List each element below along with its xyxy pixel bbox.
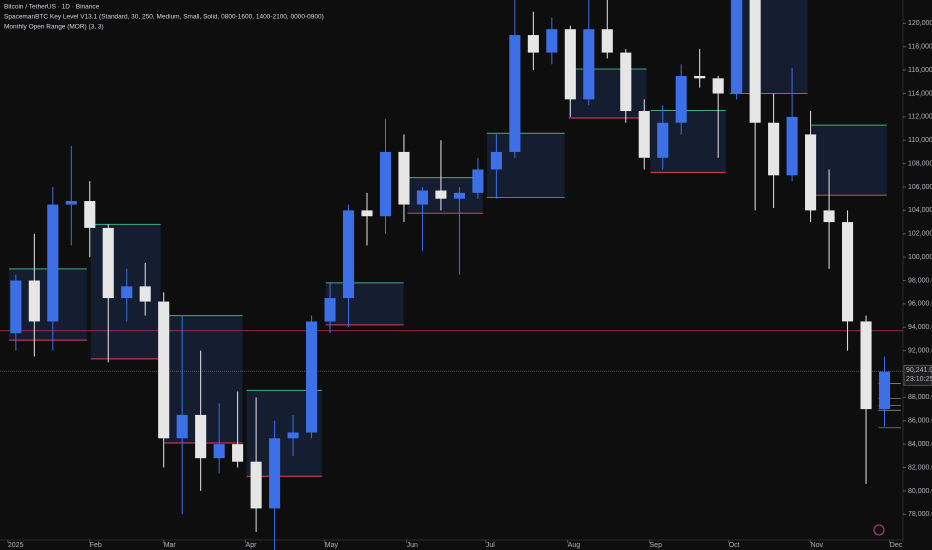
candle-body — [712, 78, 724, 94]
x-tick-label: Aug — [568, 542, 581, 549]
x-tick-label: 2025 — [8, 542, 24, 549]
candle-body — [232, 444, 244, 462]
y-tick-label: 98,000.00 — [908, 277, 932, 284]
y-tick-label: 118,000.00 — [908, 44, 932, 51]
range-box — [568, 68, 647, 119]
candle-body — [860, 321, 872, 410]
plot — [0, 0, 903, 550]
candle-body — [878, 371, 891, 410]
y-tick-label: 94,000.00 — [908, 324, 932, 331]
candle-body — [10, 280, 22, 334]
last-price-label: 90,241.01 — [906, 367, 932, 374]
candle-body — [842, 222, 854, 322]
y-tick-label: 120,000.00 — [908, 20, 932, 27]
range-box — [811, 125, 887, 196]
candle-body — [749, 0, 761, 123]
candle-body — [84, 201, 96, 228]
x-tick-label: Mar — [164, 542, 177, 549]
candle-body — [342, 210, 355, 299]
candle-body — [527, 35, 539, 53]
candle-body — [416, 190, 429, 205]
candle-body — [786, 116, 798, 176]
candle-body — [102, 227, 114, 299]
logo — [873, 524, 885, 536]
candle-body — [121, 286, 133, 299]
candle-body — [398, 151, 410, 205]
candle-body — [158, 301, 170, 439]
candle-body — [620, 52, 632, 112]
candle-body — [657, 122, 669, 158]
candle-body — [306, 321, 318, 433]
y-tick-label: 110,000.00 — [908, 137, 932, 144]
candle-body — [768, 122, 780, 176]
range-box — [325, 282, 404, 325]
y-tick-label: 88,000.00 — [908, 394, 932, 401]
indicator-label: SpacemanBTC Key Level V13.1 (Standard, 3… — [4, 14, 324, 21]
candle-body — [472, 169, 484, 193]
candle-body — [638, 111, 650, 158]
x-tick-label: Oct — [729, 542, 740, 549]
candle-body — [546, 29, 558, 53]
y-tick-label: 106,000.00 — [908, 184, 932, 191]
candle-body — [675, 75, 687, 123]
y-tick-label: 102,000.00 — [908, 231, 932, 238]
candle-body — [583, 29, 595, 100]
y-tick-label: 92,000.00 — [908, 347, 932, 354]
candle-body — [195, 414, 207, 459]
candle-body — [564, 29, 576, 100]
y-tick-label: 86,000.00 — [908, 418, 932, 425]
candle-body — [435, 190, 447, 199]
candle-body — [324, 298, 336, 322]
x-tick-label: Sep — [650, 542, 663, 549]
x-tick-label: Jul — [486, 542, 495, 549]
range-box — [729, 0, 808, 94]
x-tick-label: Jun — [407, 542, 418, 549]
x-tick-label: Feb — [90, 542, 102, 549]
price-tag — [903, 364, 932, 386]
candle-body — [250, 461, 262, 509]
candle-body — [213, 444, 225, 459]
candle-body — [287, 432, 299, 439]
chart-title: Bitcoin / TetherUS · 1D · Binance — [4, 4, 100, 11]
y-tick-label: 96,000.00 — [908, 301, 932, 308]
candle-body — [176, 414, 188, 439]
candle-body — [601, 29, 613, 53]
candle-body — [694, 75, 706, 79]
y-tick-label: 112,000.00 — [908, 114, 932, 121]
candle-body — [47, 204, 59, 322]
candle-body — [490, 151, 502, 170]
y-tick-label: 108,000.00 — [908, 160, 932, 167]
candle-body — [805, 134, 817, 211]
countdown: 23:10:25 — [906, 376, 932, 383]
candle-body — [65, 201, 77, 205]
x-tick-label: Apr — [246, 542, 258, 549]
x-tick-label: Dec — [890, 542, 903, 549]
y-tick-label: 84,000.00 — [908, 441, 932, 448]
y-tick-label: 100,000.00 — [908, 254, 932, 261]
indicator-label: Monthly Open Range (MOR) (3, 3) — [4, 24, 104, 31]
candle-body — [509, 35, 521, 152]
candle-body — [453, 192, 465, 199]
y-tick-label: 80,000.00 — [908, 488, 932, 495]
candle-body — [139, 286, 151, 302]
x-tick-label: May — [325, 542, 339, 549]
candle-body — [269, 438, 281, 509]
candle-body — [823, 210, 835, 223]
candle-body — [731, 0, 743, 94]
y-tick-label: 104,000.00 — [908, 207, 932, 214]
candle-body — [361, 210, 373, 217]
x-tick-label: Nov — [811, 542, 824, 549]
candle-body — [379, 151, 392, 217]
y-tick-label: 78,000.00 — [908, 511, 932, 518]
y-tick-label: 114,000.00 — [908, 90, 932, 97]
y-tick-label: 116,000.00 — [908, 67, 932, 74]
candle-body — [28, 280, 40, 322]
y-tick-label: 82,000.00 — [908, 464, 932, 471]
